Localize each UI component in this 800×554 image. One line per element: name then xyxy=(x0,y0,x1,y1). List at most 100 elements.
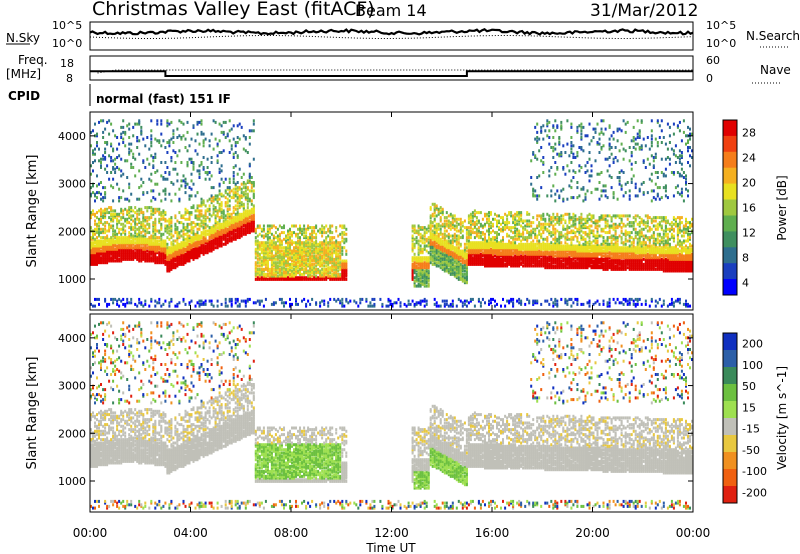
power-cell xyxy=(246,227,249,231)
power-cell xyxy=(196,236,199,240)
power-cell xyxy=(118,142,121,146)
power-cell xyxy=(212,231,215,235)
power-cell xyxy=(242,217,245,221)
power-cell xyxy=(278,274,281,278)
power-cell xyxy=(427,276,430,280)
power-cell xyxy=(208,249,211,253)
power-cell xyxy=(331,237,334,241)
power-cell xyxy=(293,262,296,266)
power-cell xyxy=(252,221,255,225)
power-cell xyxy=(479,222,482,226)
power-cell xyxy=(224,232,227,236)
power-cell xyxy=(104,231,107,235)
power-cell xyxy=(138,122,141,126)
power-cell xyxy=(319,304,322,308)
power-cell xyxy=(250,229,253,233)
power-cell xyxy=(518,301,521,305)
noise-tick-left-low: 10^0 xyxy=(52,37,82,50)
power-cell xyxy=(112,199,115,203)
power-cell xyxy=(110,252,113,256)
power-cell xyxy=(182,252,185,256)
power-cell xyxy=(220,130,223,134)
power-cell xyxy=(112,246,115,250)
power-cell xyxy=(423,272,426,276)
power-cell xyxy=(148,244,151,248)
power-cell xyxy=(481,257,484,261)
power-cell xyxy=(315,246,318,250)
power-cell xyxy=(120,125,123,129)
power-cell xyxy=(142,242,145,246)
power-cell xyxy=(218,242,221,246)
power-cell xyxy=(186,211,189,215)
power-cell xyxy=(323,276,326,280)
power-cell xyxy=(419,249,422,253)
power-cell xyxy=(134,122,137,126)
power-cell xyxy=(359,297,362,301)
power-cell xyxy=(481,217,484,221)
power-cell xyxy=(166,256,169,260)
power-cell xyxy=(512,216,515,220)
power-cell xyxy=(283,249,286,253)
power-cell xyxy=(96,257,99,261)
power-cell xyxy=(285,239,288,243)
power-cell xyxy=(198,164,201,168)
power-cell xyxy=(266,262,269,266)
power-cell xyxy=(154,244,157,248)
power-cell xyxy=(488,236,491,240)
power-cell xyxy=(299,246,302,250)
power-cell xyxy=(114,162,117,166)
power-cell xyxy=(453,234,456,238)
power-cell xyxy=(166,269,169,273)
power-cell xyxy=(307,249,310,253)
power-cell xyxy=(516,219,519,223)
power-cell xyxy=(287,231,290,235)
power-cell xyxy=(317,261,320,265)
power-cell xyxy=(435,206,438,210)
power-cell xyxy=(148,222,151,226)
power-cell xyxy=(252,157,255,161)
power-cell xyxy=(451,216,454,220)
power-cell xyxy=(463,281,466,285)
power-cell xyxy=(512,264,515,268)
power-cell xyxy=(457,222,460,226)
power-cell xyxy=(278,224,281,228)
power-cell xyxy=(496,261,499,265)
power-cell xyxy=(335,256,338,260)
power-cell xyxy=(299,276,302,280)
power-cell xyxy=(323,299,326,303)
power-cell xyxy=(520,239,523,243)
power-cell xyxy=(120,246,123,250)
power-cell xyxy=(234,184,237,188)
power-cell xyxy=(431,262,434,266)
power-cell xyxy=(439,242,442,246)
power-cell xyxy=(319,259,322,263)
power-cell xyxy=(303,224,306,228)
power-cell xyxy=(226,231,229,235)
power-cell xyxy=(210,302,213,306)
power-cell xyxy=(268,224,271,228)
power-cell xyxy=(343,267,346,271)
power-cell xyxy=(502,237,505,241)
power-cell xyxy=(154,252,157,256)
power-cell xyxy=(228,229,231,233)
power-cell xyxy=(118,242,121,246)
power-cell xyxy=(216,239,219,243)
power-cell xyxy=(325,241,328,245)
power-cell xyxy=(144,232,147,236)
power-cell xyxy=(112,214,115,218)
power-cell xyxy=(160,199,163,203)
power-cell xyxy=(112,254,115,258)
power-cell xyxy=(437,259,440,263)
power-cell xyxy=(106,237,109,241)
power-cell xyxy=(164,161,167,164)
power-cell xyxy=(447,222,450,226)
power-cell xyxy=(335,254,338,258)
power-cell xyxy=(224,297,227,301)
power-cell xyxy=(242,232,245,236)
power-cell xyxy=(355,301,358,305)
power-cell xyxy=(238,196,241,200)
power-cell xyxy=(202,241,205,245)
power-cell xyxy=(110,171,113,174)
power-cell xyxy=(214,242,217,246)
power-cell xyxy=(293,271,296,275)
